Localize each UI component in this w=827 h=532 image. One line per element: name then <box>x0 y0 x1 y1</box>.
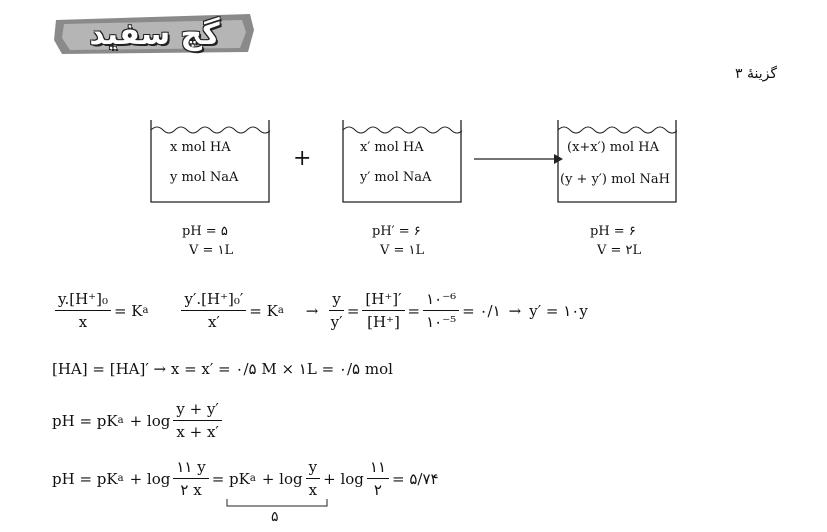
ratio-result: = ۰/۱ <box>462 301 501 320</box>
implies-arrow: → <box>508 301 522 320</box>
fraction-numerator: y <box>305 458 321 479</box>
option-label: گزینهٔ ۳ <box>735 66 777 82</box>
beaker-3: (x+x′) mol HA (y + y′) mol NaH <box>557 118 679 204</box>
fraction: ۱۱ y ۲ x <box>173 458 209 499</box>
log-term: + log <box>129 411 171 430</box>
equals-sign: = <box>407 301 421 320</box>
fraction: ۱۰⁻⁶ ۱۰⁻⁵ <box>423 290 460 331</box>
logo: گچ سفید <box>52 10 257 58</box>
underbrace-icon <box>226 499 328 507</box>
fraction-numerator: y + y′ <box>173 400 222 421</box>
equals-k: = K <box>113 301 143 320</box>
equals-k: = K <box>249 301 278 320</box>
subscript: ₀ <box>101 290 108 308</box>
fraction-denominator: x′ <box>207 313 220 331</box>
beaker-1-volume: V = ۱L <box>189 243 234 258</box>
fraction-numerator: y <box>329 290 344 311</box>
subscript: ₀′ <box>233 290 244 308</box>
fraction: [H⁺]′ [H⁺] <box>362 290 405 331</box>
fraction-numerator: y′.[H⁺] <box>184 290 234 308</box>
beaker-3-ph: pH = ۶ <box>590 224 636 239</box>
equation-3: pH = pK a + log y + y′ x + x′ <box>52 400 225 441</box>
ph-lhs: pH = pK <box>52 411 118 430</box>
equals-sign: = <box>346 301 360 320</box>
ka-subscript: a <box>117 473 124 484</box>
pka-term: = pK <box>211 469 250 488</box>
fraction-numerator: [H⁺]′ <box>362 290 405 311</box>
fraction: y x <box>305 458 321 499</box>
beaker-2-ph: pH′ = ۶ <box>372 224 421 239</box>
fraction-denominator: ۲ <box>373 481 382 499</box>
beaker-1-line-2: y mol NaA <box>170 170 239 185</box>
fraction: y + y′ x + x′ <box>173 400 222 441</box>
equation-4: pH = pK a + log ۱۱ y ۲ x = pK a + log y x … <box>52 458 439 499</box>
beaker-3-volume: V = ۲L <box>597 243 642 258</box>
ka-subscript: a <box>277 305 284 316</box>
fraction: y y′ <box>329 290 344 331</box>
equation-2: [HA] = [HA]′ → x = x′ = ۰/۵ M × ۱L = ۰/۵… <box>52 360 393 378</box>
beaker-2-line-1: x′ mol HA <box>360 140 424 155</box>
fraction-numerator: y.[H⁺] <box>58 290 102 308</box>
fraction-denominator: ۲ x <box>180 481 202 499</box>
fraction-denominator: x + x′ <box>176 423 219 441</box>
fraction-denominator: [H⁺] <box>367 313 400 331</box>
fraction-numerator: ۱۰⁻⁶ <box>423 290 460 311</box>
ka-subscript: a <box>249 473 256 484</box>
beaker-1-line-1: x mol HA <box>170 140 231 155</box>
beaker-3-line-2: (y + y′) mol NaH <box>560 172 670 187</box>
fraction: y′.[H⁺]₀′ x′ <box>181 290 247 331</box>
logo-brush-icon <box>54 14 254 54</box>
fraction-denominator: y′ <box>330 313 343 331</box>
reaction-arrow-icon <box>474 154 563 164</box>
fraction-denominator: x <box>308 481 318 499</box>
beaker-1-ph: pH = ۵ <box>182 224 228 239</box>
beaker-3-line-1: (x+x′) mol HA <box>567 140 659 155</box>
beaker-2: x′ mol HA y′ mol NaA <box>342 118 464 204</box>
ka-subscript: a <box>142 305 149 316</box>
beaker-1: x mol HA y mol NaA <box>150 118 272 204</box>
fraction-denominator: ۱۰⁻⁵ <box>426 313 457 331</box>
final-relation: y′ = ۱۰y <box>529 301 588 320</box>
log-term: + log <box>261 469 303 488</box>
ph-result: = ۵/۷۴ <box>392 469 439 488</box>
ph-lhs: pH = pK <box>52 469 118 488</box>
log-term: + log <box>129 469 171 488</box>
fraction-numerator: ۱۱ y <box>173 458 209 479</box>
implies-arrow: → <box>305 301 319 320</box>
plus-sign: + <box>293 146 312 171</box>
beaker-2-volume: V = ۱L <box>380 243 425 258</box>
fraction-denominator: x <box>78 313 88 331</box>
fraction-numerator: ۱۱ <box>366 458 390 479</box>
log-term: + log <box>323 469 364 488</box>
fraction: ۱۱ ۲ <box>366 458 390 499</box>
fraction: y.[H⁺]₀ x <box>55 290 111 331</box>
underbrace-label: ۵ <box>271 509 279 525</box>
beaker-icon <box>557 120 679 203</box>
beaker-2-line-2: y′ mol NaA <box>360 170 432 185</box>
ka-subscript: a <box>117 415 124 426</box>
beaker-icon <box>150 120 272 203</box>
beaker-icon <box>342 120 464 203</box>
logo-text: گچ سفید <box>89 16 220 52</box>
